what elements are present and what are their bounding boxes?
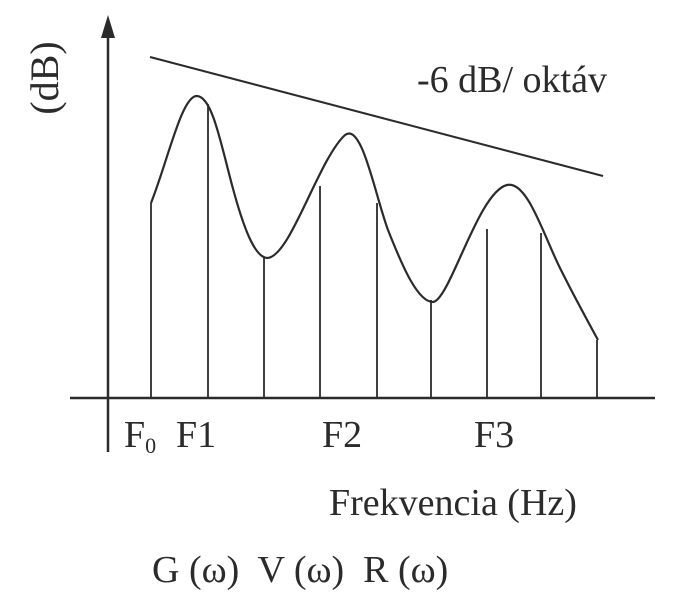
- tick-label-f2: F2: [322, 414, 362, 456]
- x-axis-label: Frekvencia (Hz): [329, 482, 577, 524]
- harmonic-lines: [150, 104, 598, 398]
- formula-label: G (ω) V (ω) R (ω): [152, 549, 448, 591]
- tick-label-f0: F0: [124, 414, 156, 458]
- tick-label-f3: F3: [474, 414, 514, 456]
- tick-label-f1: F1: [176, 414, 216, 456]
- y-axis-arrowhead: [101, 15, 115, 38]
- spectrum-curve: [149, 94, 599, 341]
- y-axis-label: (dB): [22, 41, 67, 114]
- slope-line: [149, 56, 604, 177]
- slope-label: -6 dB/ oktáv: [417, 59, 607, 101]
